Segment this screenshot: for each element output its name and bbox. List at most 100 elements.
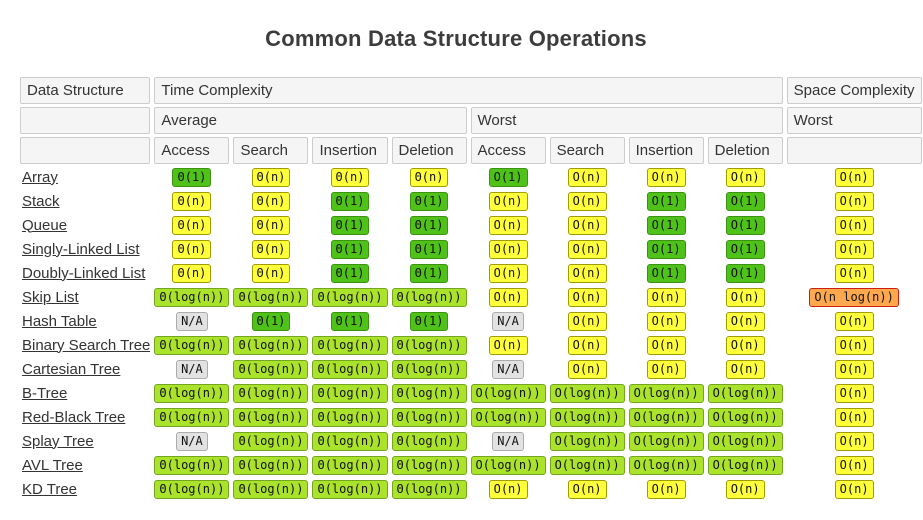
data-structure-link[interactable]: KD Tree — [22, 480, 78, 498]
complexity-badge: O(n) — [567, 168, 607, 187]
complexity-badge: O(n) — [646, 480, 686, 499]
complexity-cell: O(n) — [787, 239, 922, 260]
complexity-cell: Θ(log(n)) — [312, 383, 388, 404]
header-worst-space: Worst — [786, 107, 922, 134]
complexity-cell: Θ(1) — [392, 311, 467, 332]
complexity-cell: Θ(log(n)) — [154, 479, 230, 500]
complexity-cell: Θ(log(n)) — [312, 455, 388, 476]
complexity-cell: O(log(n)) — [470, 407, 546, 428]
complexity-cell: O(log(n)) — [470, 455, 546, 476]
data-structure-link[interactable]: Red-Black Tree — [22, 408, 126, 426]
complexity-badge: O(n) — [834, 384, 874, 403]
complexity-badge: O(n) — [834, 360, 874, 379]
data-structure-link[interactable]: Binary Search Tree — [22, 336, 151, 354]
complexity-cell: Θ(log(n)) — [154, 335, 230, 356]
row-label-cell: B-Tree — [20, 383, 150, 404]
complexity-cell: O(log(n)) — [628, 407, 704, 428]
complexity-cell: Θ(log(n)) — [233, 455, 309, 476]
complexity-cell: Θ(1) — [392, 263, 467, 284]
data-structure-link[interactable]: Stack — [22, 192, 60, 210]
complexity-cell: O(n) — [629, 287, 704, 308]
table-row: Queue Θ(n) Θ(n) Θ(1) Θ(1) O(n) O(n) O(1) O(1) O(n… — [20, 215, 922, 236]
complexity-badge: O(1) — [646, 192, 686, 211]
complexity-cell: O(n log(n)) — [787, 287, 922, 308]
complexity-cell: N/A — [471, 359, 546, 380]
complexity-badge: O(1) — [725, 264, 765, 283]
complexity-badge: O(log(n)) — [470, 408, 546, 427]
complexity-cell: Θ(log(n)) — [391, 383, 467, 404]
complexity-badge: Θ(log(n)) — [154, 456, 230, 475]
complexity-badge: O(log(n)) — [628, 432, 704, 451]
complexity-badge: Θ(log(n)) — [391, 384, 467, 403]
data-structure-link[interactable]: AVL Tree — [22, 456, 83, 474]
complexity-cell: Θ(1) — [312, 311, 387, 332]
header-row-3: Access Search Insertion Deletion Access … — [20, 137, 922, 164]
complexity-badge: O(n) — [567, 312, 607, 331]
complexity-cell: O(n) — [787, 479, 922, 500]
complexity-badge: Θ(log(n)) — [391, 456, 467, 475]
data-structure-link[interactable]: Doubly-Linked List — [22, 264, 146, 282]
complexity-cell: Θ(n) — [154, 263, 229, 284]
row-label-cell: Hash Table — [20, 311, 150, 332]
row-label-cell: KD Tree — [20, 479, 150, 500]
complexity-badge: O(n) — [646, 168, 686, 187]
complexity-cell: O(n) — [787, 311, 922, 332]
complexity-cell: O(n) — [708, 311, 783, 332]
complexity-cell: Θ(log(n)) — [312, 359, 388, 380]
complexity-badge: Θ(log(n)) — [154, 384, 230, 403]
complexity-badge: O(n) — [834, 312, 874, 331]
complexity-badge: Θ(1) — [172, 168, 212, 187]
complexity-cell: Θ(log(n)) — [233, 383, 309, 404]
complexity-cell: O(n) — [550, 191, 625, 212]
complexity-badge: Θ(1) — [409, 312, 449, 331]
complexity-badge: Θ(n) — [172, 264, 212, 283]
row-label-cell: Cartesian Tree — [20, 359, 150, 380]
complexity-badge: Θ(n) — [172, 240, 212, 259]
complexity-cell: Θ(log(n)) — [391, 407, 467, 428]
data-structure-link[interactable]: Hash Table — [22, 312, 97, 330]
operations-table: Data Structure Time Complexity Space Com… — [16, 74, 923, 503]
complexity-badge: Θ(log(n)) — [312, 384, 388, 403]
data-structure-link[interactable]: B-Tree — [22, 384, 68, 402]
complexity-cell: Θ(1) — [312, 191, 387, 212]
complexity-badge: O(1) — [725, 192, 765, 211]
complexity-badge: Θ(1) — [409, 240, 449, 259]
complexity-badge: O(log(n)) — [549, 384, 625, 403]
complexity-badge: Θ(log(n)) — [391, 432, 467, 451]
complexity-cell: Θ(1) — [392, 215, 467, 236]
page-title: Common Data Structure Operations — [265, 26, 647, 51]
complexity-cell: O(log(n)) — [707, 455, 783, 476]
complexity-cell: Θ(1) — [312, 239, 387, 260]
complexity-cell: O(log(n)) — [707, 431, 783, 452]
data-structure-link[interactable]: Skip List — [22, 288, 79, 306]
complexity-badge: Θ(log(n)) — [154, 408, 230, 427]
complexity-cell: Θ(log(n)) — [312, 479, 388, 500]
complexity-badge: O(n) — [834, 480, 874, 499]
data-structure-link[interactable]: Singly-Linked List — [22, 240, 140, 258]
complexity-cell: Θ(log(n)) — [312, 287, 388, 308]
complexity-badge: Θ(log(n)) — [312, 336, 388, 355]
header-op-worst-access: Access — [470, 137, 546, 164]
complexity-badge: Θ(n) — [330, 168, 370, 187]
header-time-complexity: Time Complexity — [154, 77, 783, 104]
complexity-cell: O(n) — [550, 311, 625, 332]
data-structure-link[interactable]: Cartesian Tree — [22, 360, 121, 378]
complexity-badge: O(1) — [725, 216, 765, 235]
complexity-badge: O(n) — [646, 312, 686, 331]
complexity-badge: Θ(log(n)) — [391, 408, 467, 427]
complexity-cell: Θ(n) — [233, 167, 308, 188]
complexity-badge: Θ(log(n)) — [391, 288, 467, 307]
complexity-badge: Θ(log(n)) — [391, 336, 467, 355]
complexity-cell: O(n) — [787, 263, 922, 284]
complexity-cell: O(log(n)) — [707, 383, 783, 404]
complexity-badge: Θ(log(n)) — [233, 360, 309, 379]
header-space-complexity: Space Complexity — [786, 77, 922, 104]
data-structure-link[interactable]: Queue — [22, 216, 68, 234]
complexity-badge: O(1) — [646, 240, 686, 259]
complexity-cell: N/A — [471, 311, 546, 332]
complexity-badge: Θ(log(n)) — [154, 288, 230, 307]
data-structure-link[interactable]: Splay Tree — [22, 432, 94, 450]
complexity-cell: O(n) — [471, 191, 546, 212]
data-structure-link[interactable]: Array — [22, 168, 58, 186]
complexity-badge: Θ(log(n)) — [233, 480, 309, 499]
